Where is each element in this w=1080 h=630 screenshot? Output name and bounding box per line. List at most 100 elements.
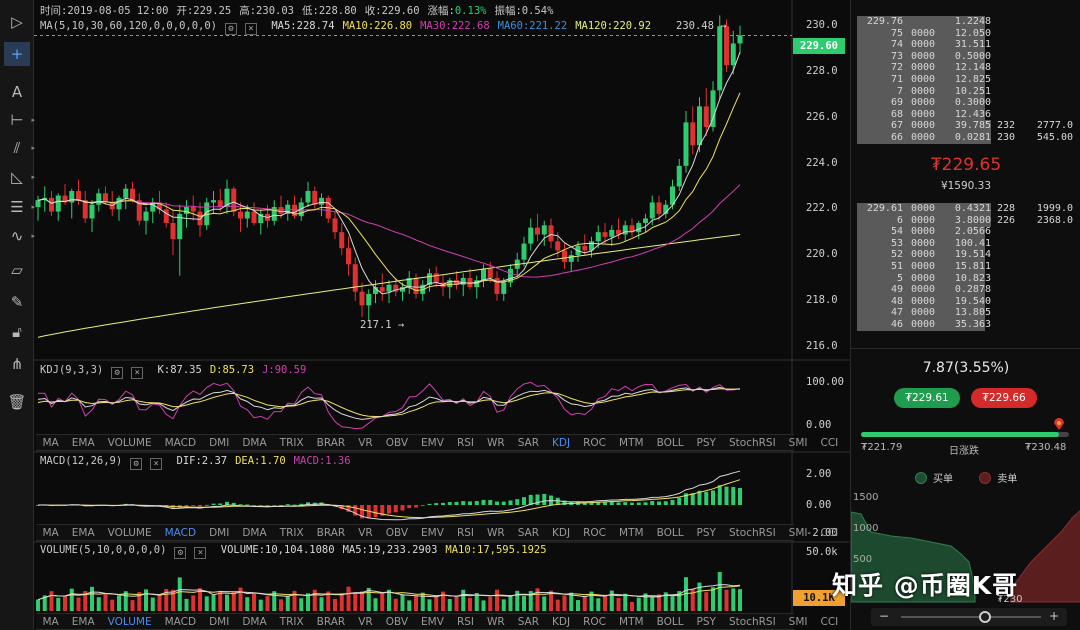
- indicator-tab-emv[interactable]: EMV: [421, 527, 444, 539]
- buy-button[interactable]: ₮229.61: [894, 388, 960, 408]
- crosshair-icon[interactable]: +: [4, 42, 30, 66]
- indicator-tab-macd[interactable]: MACD: [164, 527, 197, 539]
- indicator-tab-wr[interactable]: WR: [487, 616, 505, 628]
- orderbook-row[interactable]: 7 0000 10.251: [857, 86, 1077, 98]
- triangle-icon[interactable]: ◺ ▸: [11, 168, 35, 186]
- indicator-tab-boll[interactable]: BOLL: [656, 437, 684, 449]
- fib-lines-icon[interactable]: ☰ ▸: [10, 198, 35, 216]
- indicator-tab-boll[interactable]: BOLL: [656, 616, 684, 628]
- orderbook-row[interactable]: 53 0000 100.41: [857, 238, 1077, 250]
- indicator-tab-stochrsi[interactable]: StochRSI: [728, 437, 776, 449]
- indicator-tab-psy[interactable]: PSY: [696, 437, 716, 449]
- indicator-tab-cci[interactable]: CCI: [820, 616, 839, 628]
- close-icon[interactable]: ×: [245, 23, 258, 35]
- indicator-tab-volume[interactable]: VOLUME: [107, 616, 152, 628]
- indicator-tab-dmi[interactable]: DMI: [209, 616, 230, 628]
- indicator-tab-ema[interactable]: EMA: [71, 527, 95, 539]
- indicator-tab-emv[interactable]: EMV: [421, 616, 444, 628]
- orderbook-row[interactable]: 72 0000 12.148: [857, 62, 1077, 74]
- indicator-tab-dma[interactable]: DMA: [242, 527, 267, 539]
- indicator-tab-vr[interactable]: VR: [358, 616, 373, 628]
- indicator-tab-roc[interactable]: ROC: [583, 527, 607, 539]
- indicator-tab-mtm[interactable]: MTM: [619, 616, 644, 628]
- zoom-out-icon[interactable]: −: [879, 609, 890, 623]
- indicator-tab-smi[interactable]: SMI: [788, 616, 808, 628]
- settings-icon[interactable]: ⚙: [130, 458, 143, 470]
- indicator-tab-rsi[interactable]: RSI: [456, 527, 474, 539]
- indicator-tab-obv[interactable]: OBV: [385, 527, 409, 539]
- close-icon[interactable]: ×: [150, 458, 163, 470]
- orderbook-row[interactable]: 67 0000 39.785 232 2777.0: [857, 120, 1077, 132]
- orderbook-row[interactable]: 46 0000 35.363: [857, 319, 1077, 331]
- orderbook-row[interactable]: 66 0000 0.0281 230 545.00: [857, 132, 1077, 144]
- orderbook-row[interactable]: 52 0000 19.514: [857, 249, 1077, 261]
- indicator-tab-kdj[interactable]: KDJ: [552, 437, 571, 449]
- orderbook-row[interactable]: 73 0000 0.5000: [857, 51, 1077, 63]
- magnet-icon[interactable]: ⋔: [10, 355, 24, 373]
- indicator-tab-vr[interactable]: VR: [358, 437, 373, 449]
- zoom-slider-handle[interactable]: [979, 611, 991, 623]
- indicator-tab-ema[interactable]: EMA: [71, 616, 95, 628]
- indicator-tab-vr[interactable]: VR: [358, 527, 373, 539]
- indicator-tab-ema[interactable]: EMA: [71, 437, 95, 449]
- horizontal-line-icon[interactable]: ⊢ ▸: [10, 111, 35, 129]
- orderbook-row[interactable]: 68 0000 12.436: [857, 109, 1077, 121]
- indicator-tab-wr[interactable]: WR: [487, 437, 505, 449]
- indicator-tab-kdj[interactable]: KDJ: [552, 616, 571, 628]
- indicator-tab-wr[interactable]: WR: [487, 527, 505, 539]
- orderbook-row[interactable]: 69 0000 0.3000: [857, 97, 1077, 109]
- close-icon[interactable]: ×: [131, 367, 144, 379]
- orderbook-row[interactable]: 48 0000 19.540: [857, 296, 1077, 308]
- indicator-tab-trix[interactable]: TRIX: [279, 616, 304, 628]
- lock-icon[interactable]: 🔓︎: [12, 323, 22, 341]
- indicator-tab-psy[interactable]: PSY: [696, 616, 716, 628]
- close-icon[interactable]: ×: [194, 547, 207, 559]
- orderbook-row[interactable]: 54 0000 2.0566: [857, 226, 1077, 238]
- orderbook-row[interactable]: 75 0000 12.050: [857, 28, 1077, 40]
- indicator-tab-trix[interactable]: TRIX: [279, 437, 304, 449]
- indicator-tab-brar[interactable]: BRAR: [316, 527, 346, 539]
- indicator-tab-roc[interactable]: ROC: [583, 616, 607, 628]
- indicator-tab-sar[interactable]: SAR: [517, 437, 540, 449]
- chart-area[interactable]: [34, 0, 850, 630]
- indicator-tab-cci[interactable]: CCI: [820, 437, 839, 449]
- indicator-tab-obv[interactable]: OBV: [385, 616, 409, 628]
- orderbook-row[interactable]: 74 0000 31.511: [857, 39, 1077, 51]
- indicator-tab-kdj[interactable]: KDJ: [552, 527, 571, 539]
- indicator-tab-trix[interactable]: TRIX: [279, 527, 304, 539]
- orderbook-row[interactable]: 49 0000 0.2878: [857, 284, 1077, 296]
- indicator-tab-mtm[interactable]: MTM: [619, 527, 644, 539]
- indicator-tab-sar[interactable]: SAR: [517, 616, 540, 628]
- indicator-tab-smi[interactable]: SMI: [788, 527, 808, 539]
- indicator-tab-stochrsi[interactable]: StochRSI: [728, 616, 776, 628]
- orderbook-row[interactable]: 51 0000 15.811: [857, 261, 1077, 273]
- indicator-tab-brar[interactable]: BRAR: [316, 616, 346, 628]
- indicator-tab-dmi[interactable]: DMI: [209, 527, 230, 539]
- ruler-icon[interactable]: ▱: [11, 261, 23, 279]
- indicator-tab-smi[interactable]: SMI: [788, 437, 808, 449]
- indicator-tab-cci[interactable]: CCI: [820, 527, 839, 539]
- indicator-tab-macd[interactable]: MACD: [164, 437, 197, 449]
- indicator-tab-dma[interactable]: DMA: [242, 616, 267, 628]
- parallel-lines-icon[interactable]: ⫽ ▸: [13, 139, 35, 157]
- indicator-tab-volume[interactable]: VOLUME: [107, 527, 152, 539]
- indicator-tab-psy[interactable]: PSY: [696, 527, 716, 539]
- indicator-tab-stochrsi[interactable]: StochRSI: [728, 527, 776, 539]
- text-icon[interactable]: A: [11, 83, 23, 101]
- indicator-tab-boll[interactable]: BOLL: [656, 527, 684, 539]
- cursor-icon[interactable]: ▷: [11, 13, 23, 31]
- indicator-tab-dmi[interactable]: DMI: [209, 437, 230, 449]
- indicator-tab-volume[interactable]: VOLUME: [107, 437, 152, 449]
- orderbook-row[interactable]: 5 0000 10.823: [857, 273, 1077, 285]
- depth-zoom-bar[interactable]: − +: [871, 608, 1067, 626]
- indicator-tab-obv[interactable]: OBV: [385, 437, 409, 449]
- indicator-tab-sar[interactable]: SAR: [517, 527, 540, 539]
- wave-icon[interactable]: ∿ ▸: [10, 227, 35, 245]
- indicator-tab-macd[interactable]: MACD: [164, 616, 197, 628]
- indicator-tab-ma[interactable]: MA: [42, 616, 59, 628]
- settings-icon[interactable]: ⚙: [174, 547, 187, 559]
- orderbook-row[interactable]: 47 0000 13.805: [857, 307, 1077, 319]
- indicator-tab-emv[interactable]: EMV: [421, 437, 444, 449]
- trash-icon[interactable]: 🗑︎: [7, 393, 27, 411]
- indicator-tab-dma[interactable]: DMA: [242, 437, 267, 449]
